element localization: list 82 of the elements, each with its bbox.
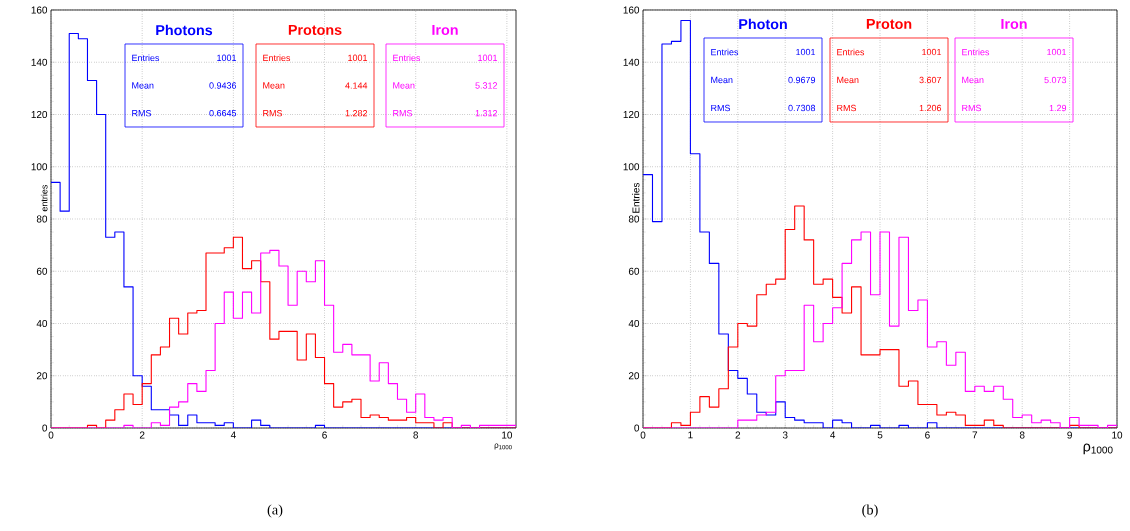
annotation: Mean: [711, 76, 733, 84]
x-tick-label: 10: [502, 431, 513, 439]
annotation: 1.29: [1049, 104, 1067, 112]
text: Protons: [288, 24, 342, 35]
annotation: Mean: [962, 76, 984, 84]
annotation: Mean: [263, 82, 285, 89]
annotation: 5.312: [475, 82, 498, 89]
x-tick-label: 5: [877, 431, 883, 439]
y-tick-label: 0: [42, 424, 48, 432]
y-tick-label: 80: [628, 215, 640, 223]
y-tick-label: 140: [623, 58, 640, 66]
annotation: 0.9679: [788, 76, 816, 84]
annotation: RMS: [837, 104, 857, 112]
annotation: Entries: [962, 48, 990, 56]
annotation: Entries: [393, 54, 421, 62]
text: Proton: [866, 18, 912, 29]
text: Photons: [156, 24, 213, 36]
text: (a): [267, 504, 283, 518]
text: Iron: [1001, 18, 1027, 29]
text: (b): [862, 504, 878, 518]
x-tick-label: 1: [688, 431, 693, 439]
annotation: 4.144: [345, 82, 368, 89]
annotation: Mean: [132, 82, 154, 89]
text: Photon: [739, 18, 787, 30]
x-tick-label: 10: [1112, 431, 1123, 439]
x-axis-title: ρ$_{1000}$: [1083, 443, 1113, 455]
y-tick-label: 0: [634, 424, 640, 432]
y-tick-label: 140: [31, 58, 48, 66]
annotation: 0.7308: [788, 104, 816, 112]
x-tick-label: 0: [48, 431, 54, 439]
y-axis-title: entries: [40, 184, 48, 212]
y-tick-label: 60: [628, 267, 640, 275]
annotation: 0.6645: [209, 110, 237, 117]
annotation: RMS: [393, 110, 413, 117]
annotation: 1001: [348, 54, 368, 61]
annotation: RMS: [263, 110, 283, 117]
y-tick-label: 160: [31, 6, 48, 14]
x-tick-label: 0: [640, 431, 646, 439]
y-tick-label: 20: [628, 372, 640, 380]
annotation: Entries: [837, 48, 865, 56]
annotation: 0.9436: [209, 82, 237, 89]
x-tick-label: 7: [972, 431, 978, 439]
annotation: Entries: [263, 54, 291, 62]
x-tick-label: 6: [925, 431, 930, 439]
x-tick-label: 2: [735, 431, 741, 439]
annotation: Mean: [393, 82, 415, 89]
annotation: Entries: [711, 48, 739, 56]
x-tick-label: 2: [139, 431, 145, 439]
annotation: 1.312: [475, 110, 498, 117]
annotation: RMS: [962, 104, 982, 112]
y-tick-label: 40: [36, 319, 48, 328]
annotation: RMS: [132, 110, 152, 117]
x-tick-label: 4: [230, 431, 236, 439]
x-tick-label: 9: [1067, 431, 1072, 439]
annotation: Mean: [837, 76, 859, 84]
annotation: 1001: [1047, 48, 1067, 56]
x-tick-label: 6: [322, 431, 327, 439]
y-tick-label: 60: [36, 267, 48, 275]
annotation: 5.073: [1044, 76, 1067, 84]
annotation: 1.282: [345, 110, 368, 117]
annotation: 1001: [922, 48, 942, 56]
y-tick-label: 160: [623, 6, 640, 14]
y-axis-title: Entries: [632, 182, 640, 213]
x-tick-label: 3: [782, 431, 788, 439]
x-tick-label: 8: [413, 431, 419, 439]
y-tick-label: 40: [628, 319, 640, 328]
y-tick-label: 120: [31, 110, 48, 119]
annotation: 1001: [478, 54, 498, 61]
annotation: 1001: [217, 54, 237, 61]
x-tick-label: 4: [830, 431, 836, 439]
y-tick-label: 100: [31, 163, 48, 171]
annotation: RMS: [711, 104, 731, 112]
annotation: Entries: [132, 54, 160, 62]
y-tick-label: 120: [623, 110, 640, 119]
y-tick-label: 80: [36, 215, 48, 223]
annotation: 3.607: [919, 76, 942, 84]
annotation: 1.206: [919, 104, 942, 112]
y-tick-label: 100: [623, 163, 640, 171]
y-tick-label: 20: [36, 372, 48, 380]
text: Iron: [432, 24, 458, 35]
x-tick-label: 8: [1019, 431, 1025, 439]
annotation: 1001: [796, 48, 816, 56]
